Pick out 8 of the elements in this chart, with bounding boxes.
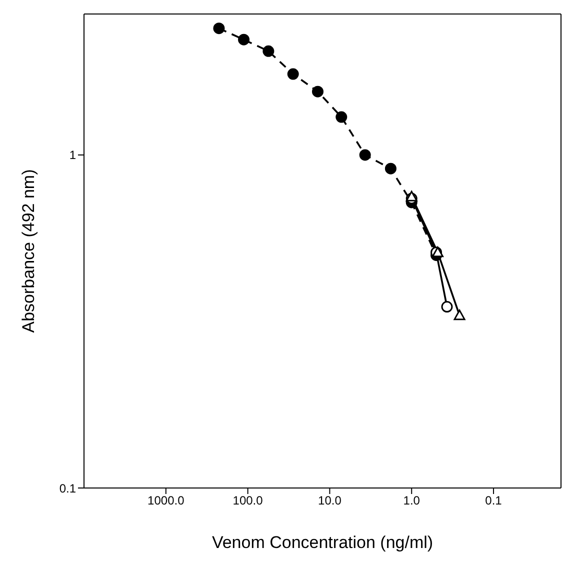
x-tick-label: 1.0 xyxy=(403,494,420,508)
x-tick-label: 0.1 xyxy=(485,494,502,508)
x-tick-label: 1000.0 xyxy=(148,494,185,508)
y-tick-label: 1 xyxy=(69,148,76,162)
y-axis-title: Absorbance (492 nm) xyxy=(19,169,38,333)
x-axis-title: Venom Concentration (ng/ml) xyxy=(212,533,434,552)
x-tick-label: 100.0 xyxy=(232,494,264,508)
x-tick-label: 10.0 xyxy=(318,494,342,508)
